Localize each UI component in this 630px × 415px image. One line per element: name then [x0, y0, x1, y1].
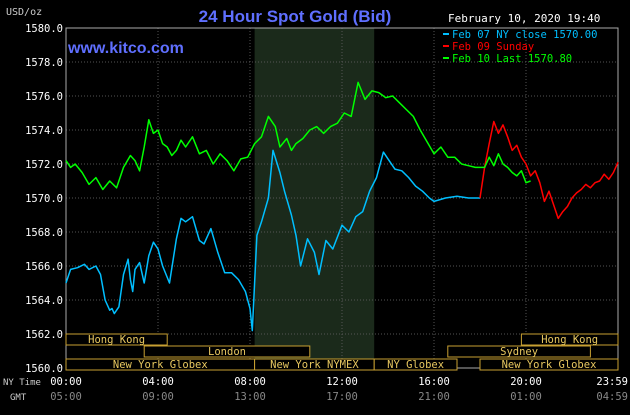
- session-label: Sydney: [500, 346, 538, 358]
- site-watermark: www.kitco.com: [67, 40, 184, 57]
- chart-title: 24 Hour Spot Gold (Bid): [199, 7, 392, 26]
- legend-entry: Feb 09 Sunday: [452, 41, 534, 53]
- y-axis: 1580.0 1578.0 1576.0 1574.0 1572.0 1570.0 1568…: [25, 23, 63, 375]
- x-axis: 00:00 05:00 04:00 09:00 08:00 13:00 12:00 17:00…: [3, 376, 628, 403]
- x-tick-label-ny: 16:00: [418, 376, 450, 388]
- session-bar: [520, 333, 619, 346]
- y-tick-label: 1574.0: [25, 125, 63, 137]
- x-tick-label-ny: 08:00: [234, 376, 266, 388]
- session-bar: [65, 333, 168, 346]
- x-tick-label-gmt: 04:59: [596, 391, 628, 403]
- y-tick-label: 1576.0: [25, 91, 63, 103]
- x-tick-label-gmt: 17:00: [326, 391, 358, 403]
- nymex-session-shading: [254, 28, 375, 368]
- legend-entry: Feb 10 Last 1570.80: [452, 53, 572, 65]
- series-layer: [65, 81, 619, 332]
- session-label: New York Globex: [502, 359, 597, 371]
- x-tick-label-ny: 12:00: [326, 376, 358, 388]
- x-axis-label-gmt: GMT: [10, 393, 27, 403]
- date-stamp: February 10, 2020 19:40: [448, 12, 600, 25]
- y-tick-label: 1578.0: [25, 57, 63, 69]
- x-tick-label-gmt: 13:00: [234, 391, 266, 403]
- price-series-line: [65, 149, 480, 332]
- session-label: Hong Kong: [88, 334, 145, 346]
- y-tick-label: 1562.0: [25, 329, 63, 341]
- y-tick-label: 1564.0: [25, 295, 63, 307]
- session-bar: [447, 345, 591, 358]
- x-tick-label-gmt: 21:00: [418, 391, 450, 403]
- y-tick-label: 1572.0: [25, 159, 63, 171]
- session-bar: [373, 358, 458, 371]
- price-series-line: [479, 120, 619, 220]
- session-label: Hong Kong: [541, 334, 598, 346]
- x-axis-label-ny: NY Time: [3, 378, 41, 388]
- x-tick-label-gmt: 09:00: [142, 391, 174, 403]
- x-tick-label-ny: 23:59: [596, 376, 628, 388]
- y-tick-label: 1568.0: [25, 227, 63, 239]
- y-tick-label: 1566.0: [25, 261, 63, 273]
- session-bar: [479, 358, 619, 371]
- unit-label: USD/oz: [6, 7, 42, 18]
- y-tick-label: 1560.0: [25, 363, 63, 375]
- session-bar: [143, 345, 311, 358]
- price-series-line: [65, 81, 531, 191]
- x-tick-label-ny: 00:00: [50, 376, 82, 388]
- session-label: New York Globex: [113, 359, 208, 371]
- session-label: London: [208, 346, 246, 358]
- session-label: New York NYMEX: [270, 359, 359, 371]
- legend-entry: Feb 07 NY close 1570.00: [452, 29, 597, 41]
- y-tick-label: 1580.0: [25, 23, 63, 35]
- session-label: NY Globex: [387, 359, 444, 371]
- x-tick-label-gmt: 01:00: [510, 391, 542, 403]
- x-tick-label-gmt: 05:00: [50, 391, 82, 403]
- x-tick-label-ny: 20:00: [510, 376, 542, 388]
- y-tick-label: 1570.0: [25, 193, 63, 205]
- x-tick-label-ny: 04:00: [142, 376, 174, 388]
